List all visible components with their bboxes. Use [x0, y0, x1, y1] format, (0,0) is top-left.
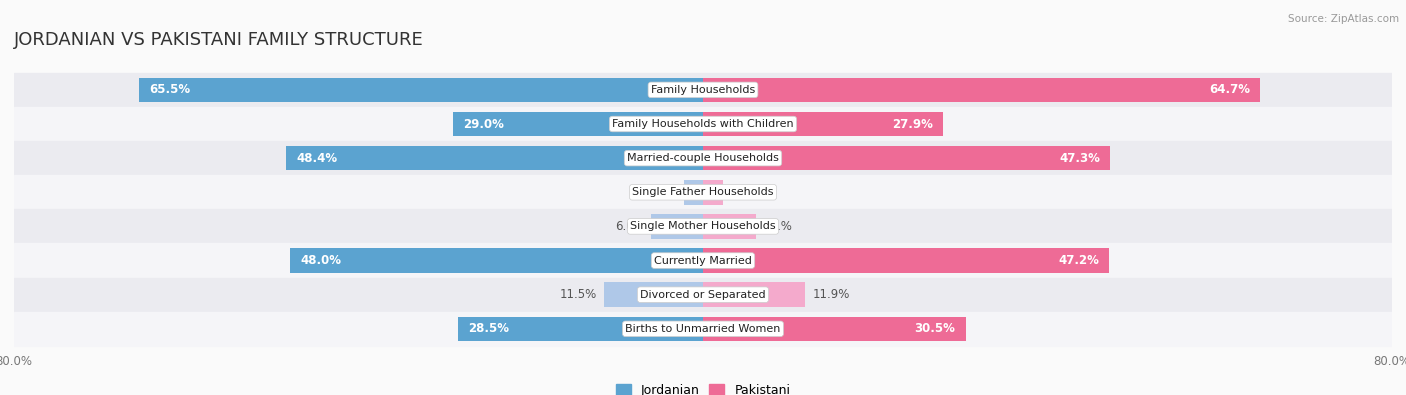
Bar: [14, 209, 1392, 243]
Text: 30.5%: 30.5%: [914, 322, 955, 335]
Bar: [703, 180, 723, 205]
Bar: [685, 180, 703, 205]
Text: Married-couple Households: Married-couple Households: [627, 153, 779, 163]
Text: 6.1%: 6.1%: [762, 220, 793, 233]
Text: 65.5%: 65.5%: [149, 83, 190, 96]
Text: 11.9%: 11.9%: [813, 288, 849, 301]
Text: 48.0%: 48.0%: [299, 254, 342, 267]
Bar: [703, 248, 1109, 273]
Text: Births to Unmarried Women: Births to Unmarried Women: [626, 324, 780, 334]
Text: 29.0%: 29.0%: [464, 117, 505, 130]
Text: 6.0%: 6.0%: [614, 220, 644, 233]
Bar: [651, 214, 703, 239]
Text: Family Households with Children: Family Households with Children: [612, 119, 794, 129]
Text: 64.7%: 64.7%: [1209, 83, 1250, 96]
Bar: [14, 107, 1392, 141]
Bar: [139, 77, 703, 102]
Bar: [453, 112, 703, 136]
Text: 47.2%: 47.2%: [1059, 254, 1099, 267]
Text: 11.5%: 11.5%: [560, 288, 598, 301]
Bar: [14, 312, 1392, 346]
Text: 47.3%: 47.3%: [1059, 152, 1099, 165]
Bar: [703, 214, 755, 239]
Bar: [14, 73, 1392, 107]
Bar: [14, 278, 1392, 312]
Text: Divorced or Separated: Divorced or Separated: [640, 290, 766, 300]
Bar: [457, 316, 703, 341]
Bar: [287, 146, 703, 170]
Text: 27.9%: 27.9%: [891, 117, 934, 130]
Text: 2.3%: 2.3%: [730, 186, 759, 199]
Bar: [14, 243, 1392, 278]
Text: 2.2%: 2.2%: [647, 186, 678, 199]
Text: Family Households: Family Households: [651, 85, 755, 95]
Text: Single Father Households: Single Father Households: [633, 187, 773, 197]
Legend: Jordanian, Pakistani: Jordanian, Pakistani: [610, 379, 796, 395]
Bar: [14, 175, 1392, 209]
Text: Single Mother Households: Single Mother Households: [630, 222, 776, 231]
Text: JORDANIAN VS PAKISTANI FAMILY STRUCTURE: JORDANIAN VS PAKISTANI FAMILY STRUCTURE: [14, 31, 423, 49]
Text: 48.4%: 48.4%: [297, 152, 337, 165]
Bar: [703, 77, 1260, 102]
Bar: [703, 146, 1111, 170]
Bar: [290, 248, 703, 273]
Text: Currently Married: Currently Married: [654, 256, 752, 265]
Text: 28.5%: 28.5%: [468, 322, 509, 335]
Bar: [703, 112, 943, 136]
Bar: [703, 282, 806, 307]
Bar: [14, 141, 1392, 175]
Bar: [703, 316, 966, 341]
Bar: [605, 282, 703, 307]
Text: Source: ZipAtlas.com: Source: ZipAtlas.com: [1288, 14, 1399, 24]
